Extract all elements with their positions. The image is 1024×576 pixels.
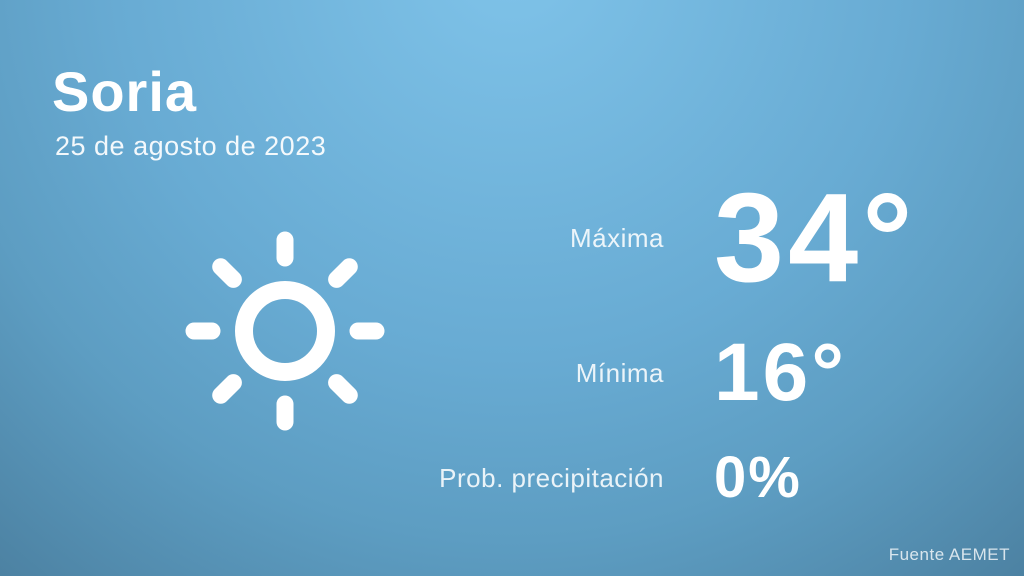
precip-prob-value: 0% xyxy=(714,445,802,510)
metric-row-precip: Prob. precipitación 0% xyxy=(399,438,1024,518)
min-temp-label: Mínima xyxy=(575,357,664,388)
max-temp-value: 34° xyxy=(714,167,917,308)
metric-row-max: Máxima 34° xyxy=(399,167,1024,308)
sun-icon xyxy=(185,231,385,431)
max-temp-label: Máxima xyxy=(569,222,664,253)
data-source-attribution: Fuente AEMET xyxy=(888,545,1010,564)
precip-prob-label: Prob. precipitación xyxy=(439,462,664,493)
forecast-date: 25 de agosto de 2023 xyxy=(55,131,327,161)
min-temp-value: 16° xyxy=(714,327,848,418)
metric-row-min: Mínima 16° xyxy=(399,323,1024,423)
location-title: Soria xyxy=(52,60,198,123)
